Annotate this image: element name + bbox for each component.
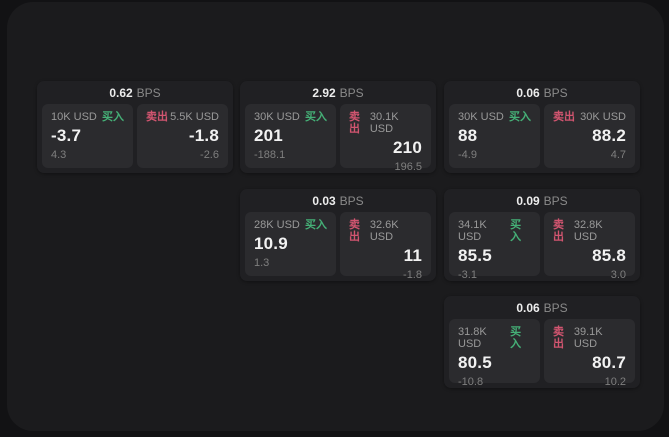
sell-tile[interactable]: 卖出 5.5K USD -1.8 -2.6 [137,104,228,168]
buy-amount: 10K USD [51,111,97,123]
buy-price: 201 [254,126,283,145]
buy-label: 买入 [510,219,522,243]
sell-price: 11 [403,246,422,265]
bps-value: 2.92 [312,85,336,100]
sell-amount: 5.5K USD [170,111,219,123]
bps-header: 0.62 BPS [37,81,233,104]
buy-secondary-value: -4.9 [458,149,477,161]
buy-price: -3.7 [51,126,82,145]
bps-suffix-label: BPS [543,300,568,315]
buy-tile[interactable]: 10K USD 买入 -3.7 4.3 [42,104,133,168]
quote-card-2: 2.92 BPS 30K USD 买入 201 -188.1 卖出 30.1K … [240,81,436,173]
buy-tile[interactable]: 30K USD 买入 88 -4.9 [449,104,540,168]
buy-tile[interactable]: 31.8K USD 买入 80.5 -10.8 [449,319,540,388]
buy-label: 买入 [305,111,327,123]
buy-amount: 31.8K USD [458,326,487,350]
bps-suffix-label: BPS [136,85,161,100]
bps-value: 0.06 [516,300,540,315]
buy-price: 88 [458,126,478,145]
buy-tile[interactable]: 28K USD 买入 10.9 1.3 [245,212,336,276]
bps-suffix-label: BPS [543,193,568,208]
sell-label: 卖出 [146,111,168,123]
sell-tile[interactable]: 卖出 32.8K USD 85.8 3.0 [544,212,635,281]
sell-tile[interactable]: 卖出 32.6K USD 11 -1.8 [340,212,431,281]
buy-price: 80.5 [458,353,492,372]
sell-label: 卖出 [553,111,575,123]
sell-amount: 30K USD [580,111,626,123]
bps-value: 0.62 [109,85,133,100]
bps-header: 2.92 BPS [240,81,436,104]
sell-secondary-value: 10.2 [604,376,626,388]
bps-header: 0.03 BPS [240,189,436,212]
sell-tile[interactable]: 卖出 30.1K USD 210 196.5 [340,104,431,173]
sell-tile[interactable]: 卖出 30K USD 88.2 4.7 [544,104,635,168]
bps-suffix-label: BPS [339,85,364,100]
buy-label: 买入 [305,219,327,231]
bps-header: 0.06 BPS [444,296,640,319]
sell-secondary-value: 196.5 [394,161,422,173]
bps-header: 0.09 BPS [444,189,640,212]
sell-price: 210 [393,138,422,157]
buy-label: 买入 [102,111,124,123]
sell-secondary-value: 4.7 [610,149,626,161]
buy-tile[interactable]: 30K USD 买入 201 -188.1 [245,104,336,168]
buy-amount: 30K USD [458,111,504,123]
quote-card-3: 0.06 BPS 30K USD 买入 88 -4.9 卖出 30K USD 8… [444,81,640,173]
buy-amount: 28K USD [254,219,300,231]
bps-header: 0.06 BPS [444,81,640,104]
sell-amount: 32.8K USD [573,219,603,243]
sell-tile[interactable]: 卖出 39.1K USD 80.7 10.2 [544,319,635,388]
sell-amount: 30.1K USD [369,111,399,135]
sell-label: 卖出 [349,219,360,243]
buy-label: 买入 [510,326,522,350]
sell-amount: 32.6K USD [369,219,399,243]
buy-amount: 30K USD [254,111,300,123]
sell-secondary-value: -2.6 [200,149,219,161]
buy-secondary-value: 4.3 [51,149,67,161]
sell-label: 卖出 [553,219,564,243]
sell-label: 卖出 [553,326,564,350]
quote-card-1: 0.62 BPS 10K USD 买入 -3.7 4.3 卖出 5.5K USD… [37,81,233,173]
sell-amount: 39.1K USD [573,326,603,350]
quote-card-4: 0.03 BPS 28K USD 买入 10.9 1.3 卖出 32.6K US… [240,189,436,281]
buy-secondary-value: -10.8 [458,376,484,388]
sell-label: 卖出 [349,111,360,135]
sell-price: -1.8 [188,126,219,145]
sell-secondary-value: 3.0 [610,269,626,281]
bps-value: 0.09 [516,193,540,208]
buy-tile[interactable]: 34.1K USD 买入 85.5 -3.1 [449,212,540,281]
buy-secondary-value: -3.1 [458,269,477,281]
bps-value: 0.06 [516,85,540,100]
buy-secondary-value: 1.3 [254,257,270,269]
sell-price: 88.2 [592,126,626,145]
buy-label: 买入 [509,111,531,123]
buy-amount: 34.1K USD [458,219,487,243]
quote-card-6: 0.06 BPS 31.8K USD 买入 80.5 -10.8 卖出 39.1… [444,296,640,388]
sell-price: 85.8 [592,246,626,265]
bps-value: 0.03 [312,193,336,208]
buy-price: 10.9 [254,234,288,253]
bps-suffix-label: BPS [543,85,568,100]
buy-secondary-value: -188.1 [254,149,286,161]
buy-price: 85.5 [458,246,492,265]
sell-secondary-value: -1.8 [403,269,422,281]
bps-suffix-label: BPS [339,193,364,208]
quote-card-5: 0.09 BPS 34.1K USD 买入 85.5 -3.1 卖出 32.8K… [444,189,640,281]
sell-price: 80.7 [592,353,626,372]
